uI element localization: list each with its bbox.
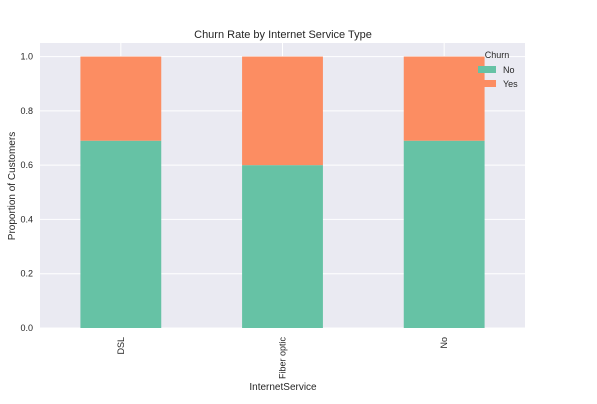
bar-dsl-no [80, 140, 162, 328]
chart-title: Churn Rate by Internet Service Type [194, 29, 372, 41]
bar-dsl-yes [80, 56, 162, 141]
y-tick-label: 1.0 [20, 52, 33, 62]
legend-swatch-no [478, 66, 496, 73]
y-axis-label: Proportion of Customers [7, 132, 18, 240]
y-tick-label: 0.4 [20, 214, 33, 224]
legend-label-no: No [503, 65, 515, 75]
y-tick-label: 0.0 [20, 323, 33, 333]
x-tick-label: Fiber optic [278, 337, 288, 380]
y-tick-label: 0.2 [20, 269, 33, 279]
x-tick-label: DSL [116, 337, 126, 355]
x-axis-label: InternetService [249, 382, 317, 393]
y-tick-label: 0.6 [20, 160, 33, 170]
legend-label-yes: Yes [503, 79, 518, 89]
bar-no-yes [403, 56, 485, 141]
bar-fiber-optic-no [242, 165, 323, 328]
x-tick-label: No [439, 337, 449, 349]
bars [80, 56, 485, 328]
bar-fiber-optic-yes [242, 56, 323, 166]
y-ticks: 0.0 0.2 0.4 0.6 0.8 1.0 [20, 52, 33, 333]
legend-title: Churn [485, 50, 510, 60]
bar-no-no [403, 140, 485, 328]
x-ticks: DSL Fiber optic No [116, 337, 449, 380]
legend: Churn No Yes [478, 50, 518, 89]
legend-swatch-yes [478, 80, 496, 87]
y-tick-label: 0.8 [20, 106, 33, 116]
